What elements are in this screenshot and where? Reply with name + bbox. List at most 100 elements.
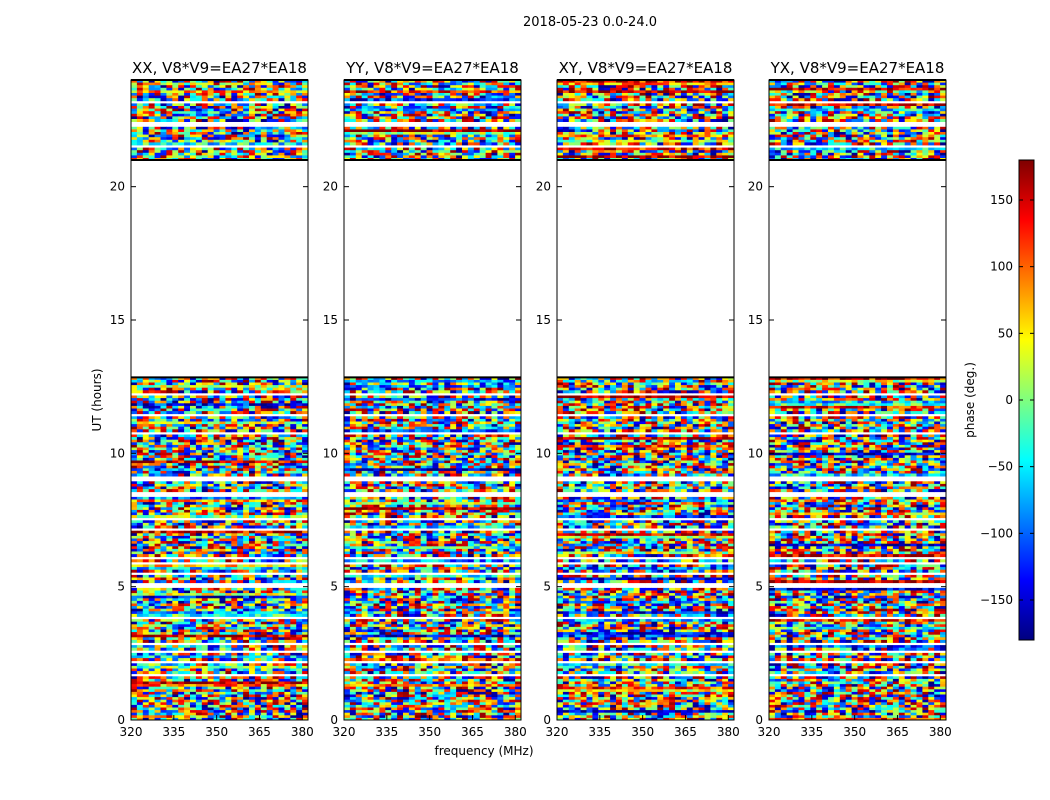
heatmap-cell: [131, 569, 138, 573]
heatmap-cell: [172, 95, 179, 99]
heatmap-cell: [184, 541, 191, 545]
heatmap-cell: [254, 155, 262, 159]
heatmap-cell: [302, 87, 308, 91]
heatmap-cell: [207, 457, 214, 461]
heatmap-cell: [278, 450, 285, 454]
heatmap-cell: [178, 424, 185, 428]
heatmap-cell: [213, 418, 220, 422]
heatmap-cell: [438, 439, 445, 443]
heatmap-cell: [272, 535, 279, 539]
heatmap-cell: [249, 405, 256, 409]
heatmap-cell: [190, 704, 197, 708]
heatmap-cell: [201, 473, 209, 477]
heatmap-cell: [296, 611, 303, 615]
heatmap-cell: [272, 426, 279, 430]
heatmap-cell: [201, 663, 209, 667]
heatmap-cell: [254, 567, 262, 571]
heatmap-cell: [272, 515, 279, 519]
heatmap-cell: [231, 98, 238, 102]
heatmap-cell: [249, 113, 256, 117]
heatmap-cell: [201, 119, 209, 122]
heatmap-cell: [260, 80, 268, 83]
heatmap-cell: [166, 398, 173, 402]
heatmap-cell: [231, 387, 238, 391]
heatmap-cell: [414, 418, 422, 422]
heatmap-cell: [166, 460, 173, 464]
heatmap-cell: [136, 543, 144, 547]
heatmap-cell: [225, 512, 232, 516]
heatmap-cell: [166, 379, 173, 383]
heatmap-cell: [184, 632, 191, 636]
heatmap-cell: [148, 504, 155, 508]
heatmap-cell: [254, 400, 262, 404]
heatmap-cell: [414, 416, 422, 420]
heatmap-cell: [485, 385, 492, 389]
heatmap-cell: [254, 93, 262, 96]
heatmap-cell: [148, 134, 155, 138]
heatmap-cell: [278, 137, 285, 141]
heatmap-cell: [491, 424, 498, 428]
heatmap-cell: [367, 377, 374, 381]
heatmap-cell: [290, 400, 297, 404]
heatmap-cell: [231, 691, 238, 695]
heatmap-cell: [278, 116, 285, 120]
heatmap-cell: [296, 546, 303, 550]
heatmap-cell: [444, 411, 451, 415]
heatmap-cell: [231, 504, 238, 508]
heatmap-cell: [154, 473, 161, 477]
heatmap-cell: [290, 387, 297, 391]
heatmap-cell: [131, 139, 138, 143]
heatmap-cell: [231, 678, 238, 682]
heatmap-cell: [302, 707, 308, 711]
heatmap-cell: [473, 447, 481, 451]
heatmap-cell: [131, 626, 138, 630]
heatmap-cell: [266, 593, 273, 597]
heatmap-cell: [272, 395, 279, 399]
heatmap-cell: [290, 119, 297, 122]
heatmap-cell: [166, 694, 173, 698]
heatmap-cell: [172, 551, 179, 555]
heatmap-cell: [225, 702, 232, 706]
heatmap-cell: [243, 119, 250, 122]
heatmap-cell: [391, 382, 398, 386]
heatmap-cell: [414, 385, 422, 389]
heatmap-cell: [302, 590, 308, 594]
heatmap-cell: [266, 522, 273, 526]
heatmap-cell: [344, 395, 351, 399]
x-tick-label: 380: [291, 725, 314, 739]
heatmap-cell: [438, 377, 445, 381]
heatmap-cell: [219, 379, 226, 383]
heatmap-cell: [190, 82, 197, 86]
heatmap-cell: [290, 382, 297, 386]
heatmap-cell: [243, 437, 250, 441]
heatmap-cell: [201, 587, 209, 591]
heatmap-cell: [302, 450, 308, 454]
heatmap-cell: [225, 465, 232, 469]
heatmap-cell: [243, 634, 250, 638]
heatmap-cell: [172, 387, 179, 391]
heatmap-cell: [201, 551, 209, 555]
heatmap-cell: [166, 637, 173, 641]
heatmap-cell: [302, 626, 308, 630]
heatmap-cell: [178, 403, 185, 407]
heatmap-cell: [284, 499, 291, 503]
heatmap-cell: [260, 116, 268, 120]
heatmap-cell: [131, 134, 138, 138]
heatmap-cell: [260, 707, 268, 711]
heatmap-cell: [195, 113, 203, 117]
heatmap-cell: [142, 134, 150, 138]
heatmap-cell: [272, 665, 279, 669]
heatmap-cell: [243, 80, 250, 83]
heatmap-cell: [207, 608, 214, 612]
heatmap-cell: [391, 385, 398, 389]
heatmap-cell: [290, 395, 297, 399]
heatmap-cell: [154, 442, 161, 446]
heatmap-cell: [515, 429, 521, 433]
heatmap-cell: [237, 93, 244, 96]
heatmap-cell: [260, 626, 268, 630]
heatmap-cell: [131, 398, 138, 402]
heatmap-cell: [207, 546, 214, 550]
heatmap-cell: [278, 621, 285, 625]
heatmap-cell: [249, 457, 256, 461]
heatmap-cell: [213, 574, 220, 578]
